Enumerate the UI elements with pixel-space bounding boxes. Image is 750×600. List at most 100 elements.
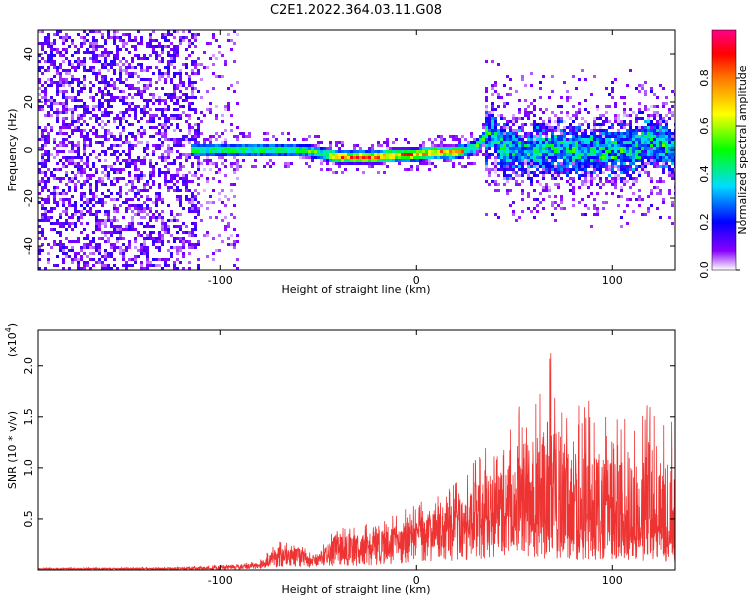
spectrogram-cell	[629, 159, 632, 162]
spectrogram-cell	[62, 42, 65, 45]
spectrogram-cell	[185, 72, 188, 75]
spectrogram-cell	[113, 153, 116, 156]
spectrogram-cell	[668, 108, 671, 111]
spectrogram-cell	[101, 201, 104, 204]
spectrogram-cell	[671, 153, 674, 156]
spectrogram-cell	[596, 159, 599, 162]
spectrogram-cell	[611, 156, 614, 159]
spectrogram-cell	[389, 159, 392, 162]
spectrogram-cell	[191, 165, 194, 168]
spectrogram-cell	[530, 153, 533, 156]
spectrogram-cell	[536, 162, 539, 165]
spectrogram-cell	[50, 57, 53, 60]
spectrogram-cell	[137, 222, 140, 225]
spectrogram-cell	[86, 132, 89, 135]
spectrogram-cell	[620, 126, 623, 129]
spectrogram-cell	[92, 252, 95, 255]
spectrogram-cell	[197, 69, 200, 72]
spectrogram-cell	[584, 129, 587, 132]
spectrogram-cell	[179, 114, 182, 117]
spectrogram-cell	[659, 120, 662, 123]
spectrogram-cell	[506, 144, 509, 147]
spectrogram-cell	[671, 168, 674, 171]
spectrogram-cell	[626, 129, 629, 132]
spectrogram-cell	[611, 132, 614, 135]
spectrogram-cell	[422, 156, 425, 159]
spectrogram-cell	[62, 261, 65, 264]
spectrogram-cell	[647, 132, 650, 135]
spectrogram-cell	[602, 138, 605, 141]
spectrogram-cell	[50, 114, 53, 117]
spectrogram-cell	[227, 39, 230, 42]
spectrogram-cell	[179, 225, 182, 228]
spectrogram-cell	[650, 87, 653, 90]
spectrogram-cell	[71, 261, 74, 264]
spectrogram-cell	[122, 159, 125, 162]
spectrogram-cell	[623, 144, 626, 147]
spectrogram-cell	[146, 225, 149, 228]
spectrogram-cell	[662, 171, 665, 174]
spectrogram-cell	[563, 147, 566, 150]
spectrogram-cell	[134, 240, 137, 243]
spectrogram-cell	[128, 246, 131, 249]
spectrogram-cell	[83, 264, 86, 267]
spectrogram-cell	[92, 51, 95, 54]
spectrogram-cell	[170, 180, 173, 183]
spectrogram-cell	[218, 168, 221, 171]
snr-y-tick: 1.0	[22, 459, 675, 477]
spectrogram-cell	[92, 42, 95, 45]
spectrogram-cell	[86, 264, 89, 267]
spectrogram-cell	[533, 189, 536, 192]
spectrogram-cell	[41, 216, 44, 219]
spectrogram-cell	[197, 159, 200, 162]
spectrogram-cell	[92, 132, 95, 135]
spectrogram-cell	[620, 195, 623, 198]
spectrogram-cell	[392, 147, 395, 150]
spectrogram-cell	[254, 144, 257, 147]
spectrogram-cell	[65, 132, 68, 135]
spectrogram-cell	[104, 78, 107, 81]
spectrogram-cell	[671, 156, 674, 159]
spectrogram-cell	[593, 75, 596, 78]
spectrogram-cell	[491, 108, 494, 111]
spectrogram-cell	[38, 171, 41, 174]
spectrogram-cell	[83, 30, 86, 33]
spectrogram-cell	[89, 246, 92, 249]
spectrogram-cell	[101, 165, 104, 168]
spectrogram-cell	[581, 69, 584, 72]
spectrogram-cell	[581, 159, 584, 162]
spectrogram-cell	[533, 162, 536, 165]
spectrogram-cell	[44, 138, 47, 141]
spectrogram-cell	[59, 72, 62, 75]
spectrogram-cell	[71, 66, 74, 69]
spectrogram-cell	[170, 57, 173, 60]
spectrogram-cell	[122, 117, 125, 120]
spectrogram-cell	[398, 153, 401, 156]
spectrogram-cell	[143, 267, 146, 270]
spectrogram-cell	[614, 132, 617, 135]
spectrogram-cell	[173, 102, 176, 105]
spectrogram-cell	[644, 147, 647, 150]
spectrogram-cell	[551, 144, 554, 147]
spectrogram-cell	[572, 129, 575, 132]
spectrogram-cell	[665, 129, 668, 132]
spectrogram-cell	[629, 138, 632, 141]
spectrogram-cell	[176, 96, 179, 99]
spectrogram-cell	[128, 93, 131, 96]
spectrogram-cell	[662, 168, 665, 171]
spectrogram-cell	[662, 150, 665, 153]
spectrogram-cell	[182, 93, 185, 96]
spectrogram-cell	[200, 132, 203, 135]
spectrogram-cell	[191, 42, 194, 45]
spectrogram-cell	[440, 141, 443, 144]
spectrogram-cell	[119, 96, 122, 99]
spectrogram-cell	[53, 39, 56, 42]
spectrogram-cell	[641, 213, 644, 216]
spectrogram-cell	[167, 231, 170, 234]
spectrogram-cell	[305, 147, 308, 150]
spectrogram-cell	[662, 135, 665, 138]
spectrogram-cell	[452, 162, 455, 165]
spectrogram-cell	[584, 108, 587, 111]
spectrogram-cell	[425, 153, 428, 156]
